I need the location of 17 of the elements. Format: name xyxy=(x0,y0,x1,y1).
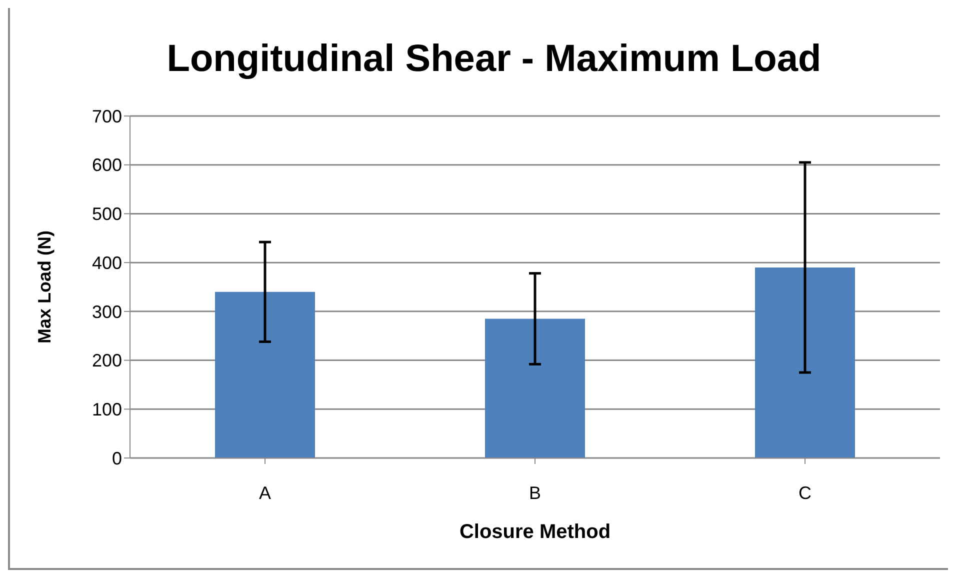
y-tick-label: 300 xyxy=(92,302,122,322)
y-tick-label: 100 xyxy=(92,400,122,420)
y-tick-label: 400 xyxy=(92,252,122,273)
y-axis-title: Max Load (N) xyxy=(34,230,54,344)
y-tick-label: 200 xyxy=(92,350,122,371)
bar xyxy=(755,267,855,458)
bar xyxy=(485,318,585,458)
chart-title: Longitudinal Shear - Maximum Load xyxy=(166,37,822,82)
x-tick-label: C xyxy=(798,482,812,503)
bar xyxy=(215,292,315,458)
y-tick-label: 500 xyxy=(92,204,122,224)
x-tick-label: A xyxy=(258,482,272,503)
y-tick-label: 0 xyxy=(112,448,122,468)
y-tick-label: 600 xyxy=(92,155,122,176)
y-tick-label: 700 xyxy=(92,106,122,126)
x-tick-label: B xyxy=(528,482,542,503)
x-axis-title: Closure Method xyxy=(459,521,611,543)
